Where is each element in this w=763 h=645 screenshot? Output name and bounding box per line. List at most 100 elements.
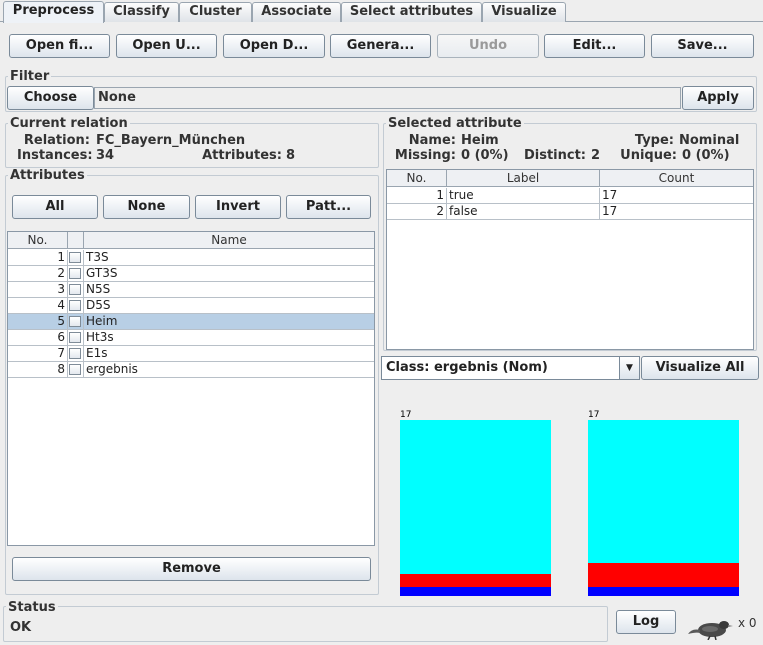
col-header-count[interactable]: Count (658, 171, 695, 185)
row-name: T3S (86, 250, 109, 264)
histogram-panel[interactable]: 17 17 (381, 384, 759, 596)
row-checkbox-cell (68, 330, 84, 345)
row-label: true (447, 188, 600, 203)
sa-type-label: Type: (634, 133, 674, 148)
remove-button[interactable]: Remove (12, 557, 371, 581)
attributes-label: Attributes: (202, 148, 282, 163)
status-text: OK (10, 620, 32, 635)
row-checkbox[interactable] (69, 348, 81, 359)
col-header-label[interactable]: Label (447, 170, 600, 187)
pattern-button[interactable]: Patt... (286, 195, 371, 219)
row-number: 2 (387, 204, 447, 219)
attributes-panel (5, 175, 379, 595)
histogram-bar-blue (400, 586, 551, 596)
table-row[interactable]: 4 D5S (8, 298, 374, 314)
task-count: x 0 (738, 616, 757, 630)
row-count: 17 (602, 204, 618, 218)
tab-preprocess[interactable]: Preprocess (3, 1, 104, 23)
filter-apply-button[interactable]: Apply (682, 86, 754, 110)
filter-panel (5, 76, 757, 112)
relation-value: FC_Bayern_München (96, 133, 246, 148)
invert-selection-button[interactable]: Invert (195, 195, 281, 219)
relation-label: Relation: (23, 133, 90, 148)
select-none-button[interactable]: None (103, 195, 190, 219)
row-checkbox-cell (68, 282, 84, 297)
row-checkbox[interactable] (69, 316, 81, 327)
row-checkbox-cell (68, 362, 84, 377)
col-header-no[interactable]: No. (387, 170, 447, 187)
selected-attribute-title: Selected attribute (386, 116, 524, 131)
log-button[interactable]: Log (616, 610, 676, 634)
open-url-button[interactable]: Open U... (116, 34, 217, 58)
row-number: 8 (8, 362, 68, 377)
table-row[interactable]: 2 false 17 (387, 204, 753, 220)
label-table[interactable]: No. Label Count 1 true 17 2 false 17 (386, 169, 754, 350)
table-row[interactable]: 8 ergebnis (8, 362, 374, 378)
filter-field[interactable]: None (94, 87, 681, 109)
sa-unique-value: 0 (0%) (682, 148, 730, 163)
tab-associate[interactable]: Associate (252, 2, 341, 22)
row-checkbox-cell (68, 314, 84, 329)
chevron-down-icon[interactable]: ▼ (619, 357, 639, 379)
row-checkbox[interactable] (69, 300, 81, 311)
tab-classify[interactable]: Classify (104, 2, 179, 22)
instances-label: Instances: (17, 148, 93, 163)
filter-choose-button[interactable]: Choose (7, 86, 94, 110)
histogram-bar-label: 17 (588, 410, 600, 420)
attributes-table-header: No. Name (8, 232, 374, 249)
save-button[interactable]: Save... (651, 34, 754, 58)
edit-button[interactable]: Edit... (544, 34, 645, 58)
weka-bird-icon (686, 616, 734, 641)
class-select-value: Class: ergebnis (Nom) (386, 360, 548, 375)
sa-distinct-value: 2 (591, 148, 601, 163)
histogram-bar-blue (588, 586, 739, 596)
row-name: Ht3s (86, 330, 114, 344)
undo-button[interactable]: Undo (437, 34, 539, 58)
row-checkbox[interactable] (69, 284, 81, 295)
row-checkbox-cell (68, 298, 84, 313)
col-header-check[interactable] (68, 232, 84, 249)
generate-button[interactable]: Genera... (330, 34, 431, 58)
visualize-all-button[interactable]: Visualize All (641, 356, 759, 380)
sa-name-value: Heim (461, 133, 499, 148)
row-number: 3 (8, 282, 68, 297)
tab-select-attributes[interactable]: Select attributes (341, 2, 482, 22)
table-row[interactable]: 1 T3S (8, 250, 374, 266)
table-row[interactable]: 6 Ht3s (8, 330, 374, 346)
table-row[interactable]: 2 GT3S (8, 266, 374, 282)
histogram-bar-label: 17 (400, 410, 412, 420)
row-name: Heim (86, 314, 118, 328)
open-file-button[interactable]: Open fi... (9, 34, 110, 58)
table-row[interactable]: 5 Heim (8, 314, 374, 330)
histogram-bar-cyan (588, 420, 739, 563)
tab-visualize[interactable]: Visualize (482, 2, 566, 22)
col-header-name[interactable]: Name (211, 233, 247, 247)
sa-name-label: Name: (408, 133, 456, 148)
histogram-bar-red (588, 562, 739, 587)
row-number: 1 (387, 188, 447, 203)
histogram-bar-cyan (400, 420, 551, 575)
row-name: D5S (86, 298, 111, 312)
class-select[interactable]: Class: ergebnis (Nom) ▼ (381, 356, 640, 380)
current-relation-panel (5, 123, 379, 168)
row-checkbox[interactable] (69, 268, 81, 279)
attributes-title: Attributes (8, 168, 87, 183)
table-row[interactable]: 1 true 17 (387, 188, 753, 204)
tab-cluster[interactable]: Cluster (179, 2, 252, 22)
current-relation-title: Current relation (8, 116, 130, 131)
row-name: E1s (86, 346, 108, 360)
row-checkbox[interactable] (69, 252, 81, 263)
col-header-no[interactable]: No. (8, 232, 68, 249)
attributes-table[interactable]: No. Name 1 T3S 2 GT3S 3 N5S 4 D5S 5 Heim 6 Ht3s 7 E1s… (7, 231, 375, 546)
status-panel (3, 606, 608, 642)
row-checkbox[interactable] (69, 332, 81, 343)
table-row[interactable]: 3 N5S (8, 282, 374, 298)
row-checkbox[interactable] (69, 364, 81, 375)
table-row[interactable]: 7 E1s (8, 346, 374, 362)
row-number: 6 (8, 330, 68, 345)
attributes-value: 8 (286, 148, 296, 163)
select-all-button[interactable]: All (12, 195, 98, 219)
open-db-button[interactable]: Open D... (223, 34, 325, 58)
filter-title: Filter (8, 69, 52, 84)
row-name: GT3S (86, 266, 118, 280)
